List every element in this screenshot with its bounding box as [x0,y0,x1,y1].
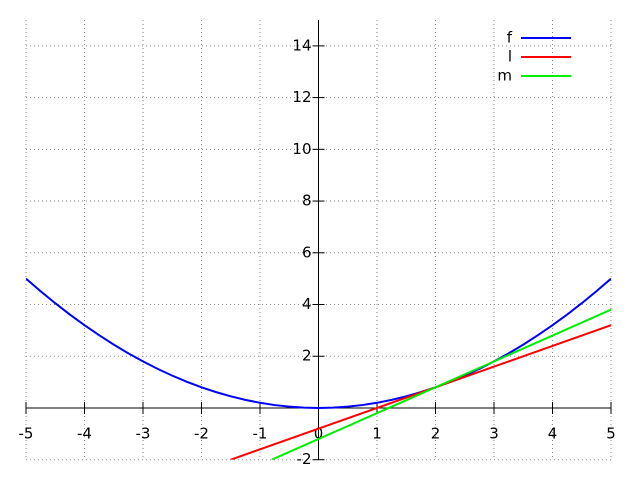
y-tick-label: 10 [292,140,311,158]
y-tick-label: 2 [302,347,312,365]
x-tick-label: -1 [253,424,268,442]
series-line [230,324,611,460]
legend-label: m [497,67,512,85]
legend-label: l [508,48,512,66]
y-tick-label: 8 [302,192,312,210]
x-tick-label: 3 [489,424,499,442]
series-line [26,277,611,409]
x-tick-label: 2 [431,424,441,442]
x-tick-label: 4 [548,424,558,442]
y-tick-label: 6 [302,243,312,261]
series-line [271,308,611,460]
y-tick-label: 12 [292,88,311,106]
x-tick-label: 5 [606,424,616,442]
x-tick-label: 1 [372,424,382,442]
x-tick-label: -4 [77,424,92,442]
x-tick-label: -2 [194,424,209,442]
x-tick-label: -3 [136,424,151,442]
x-tick-label: 0 [314,424,324,442]
legend-label: f [507,29,513,47]
x-tick-label: -5 [19,424,34,442]
y-tick-label: 4 [302,295,312,313]
y-tick-label: 14 [292,36,311,54]
y-tick-label: -2 [297,450,312,468]
